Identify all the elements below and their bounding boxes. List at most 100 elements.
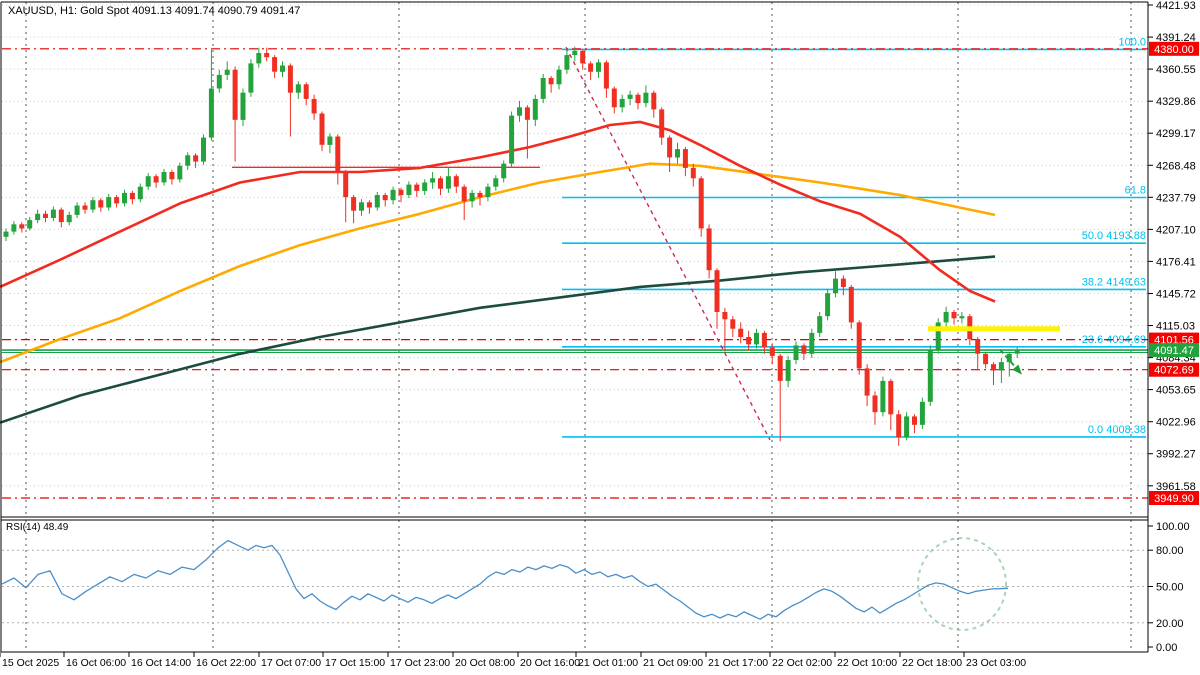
candle-body [477, 192, 483, 198]
price-tick-label: 4207.10 [1156, 224, 1196, 236]
fib-level-label: 38.2 4149.63 [1082, 276, 1146, 288]
time-tick-label: 23 Oct 03:00 [966, 657, 1026, 669]
price-badge [1149, 362, 1199, 377]
fib-level-label: 0.0 4008.38 [1088, 424, 1146, 436]
candle-body [177, 165, 183, 180]
candle-body [272, 57, 278, 72]
ma-slow-teal [0, 255, 996, 424]
candle-body [122, 192, 127, 204]
candle-body [943, 312, 949, 323]
candle-body [706, 228, 712, 271]
time-axis: 15 Oct 2025 16 Oct 06:00 16 Oct 14:00 16 Oc… [0, 652, 1026, 669]
rsi-highlight-circle[interactable] [917, 537, 1007, 631]
fib-level-label: 100.0 [1118, 36, 1146, 48]
candle-body [327, 136, 333, 145]
price-tick-label: 4115.03 [1156, 321, 1195, 333]
price-tick-label: 4391.24 [1156, 32, 1196, 44]
candle-body [90, 200, 96, 210]
candle-body [651, 92, 657, 110]
candle-body [896, 414, 902, 438]
candle-body [603, 62, 609, 89]
price-tick-label: 4268.48 [1156, 160, 1196, 172]
candle-body [1006, 353, 1012, 363]
green-price-lines[interactable] [2, 349, 1148, 353]
candle-body [904, 416, 910, 438]
fibonacci-retracement[interactable]: 100.0 61.8 50.0 4193.88 38.2 4149.63 23.6 40… [562, 36, 1146, 438]
candle-body [517, 107, 522, 116]
price-badge [1149, 491, 1199, 505]
candle-body [224, 69, 230, 75]
candle-body [185, 155, 191, 166]
candle-body [153, 176, 159, 183]
price-tick-label: 4022.96 [1156, 417, 1196, 429]
price-tick-label: 4299.17 [1156, 128, 1196, 140]
price-badge-label: 4380.00 [1154, 44, 1194, 56]
candle-body [335, 136, 341, 172]
candle-body [114, 197, 120, 204]
candle-body [761, 332, 767, 348]
candle-body [366, 202, 372, 208]
candle-body [848, 286, 854, 323]
rsi-tick-label: 50.00 [1156, 582, 1184, 594]
candle-body [880, 380, 886, 413]
candle-body [1014, 350, 1020, 354]
time-tick-label: 22 Oct 02:00 [772, 657, 832, 669]
candle-body [951, 312, 957, 319]
fib-level-label: 50.0 4193.88 [1082, 230, 1146, 242]
candle-body [975, 339, 981, 354]
candle-body [667, 137, 673, 158]
rsi-tick-label: 100.00 [1156, 521, 1190, 533]
candle-body [319, 113, 325, 145]
candle-body [280, 65, 285, 72]
price-tick-label: 3961.58 [1156, 481, 1196, 493]
candle-body [659, 109, 665, 138]
horizontal-price-lines[interactable] [2, 48, 1148, 499]
candle-body [540, 78, 546, 99]
arrow-head [1012, 364, 1022, 375]
candle-body [19, 224, 25, 229]
arrow-shaft [999, 348, 1017, 368]
candle-body [193, 155, 199, 162]
candle-body [769, 347, 775, 356]
candle-body [825, 293, 831, 317]
candle-body [833, 278, 838, 294]
candle-body [596, 62, 601, 72]
candle-body [524, 107, 530, 120]
sell-direction-arrow[interactable] [999, 348, 1022, 375]
candle-body [27, 220, 33, 229]
rsi-line [1, 539, 1009, 620]
candle-body [501, 163, 507, 179]
candle-body [129, 192, 135, 200]
candle-body [3, 231, 9, 237]
candle-body [983, 353, 989, 365]
candle-body [169, 172, 175, 180]
candle-body [374, 195, 380, 208]
candle-body [722, 312, 728, 320]
candle-body [240, 92, 246, 120]
candle-body [682, 149, 688, 168]
candle-body [453, 176, 459, 187]
time-tick-label: 17 Oct 07:00 [261, 657, 321, 669]
candle-body [351, 197, 357, 211]
candle-body [509, 115, 515, 164]
price-tick-label: 4176.41 [1156, 256, 1196, 268]
time-tick-label: 15 Oct 2025 [2, 657, 59, 669]
candle-body [248, 63, 254, 93]
ma-mid-orange [0, 162, 996, 364]
price-tick-label: 4421.93 [1156, 0, 1196, 12]
candle-body [714, 270, 720, 312]
time-tick-label: 21 Oct 01:00 [578, 657, 638, 669]
pane-borders [0, 1, 1149, 653]
price-tick-label: 4237.79 [1156, 192, 1196, 204]
candle-body [256, 53, 262, 64]
candle-body [74, 205, 80, 215]
candle-body [935, 322, 941, 350]
descending-trendline[interactable] [565, 46, 771, 441]
candle-body [295, 84, 301, 93]
candle-body [809, 332, 815, 354]
candle-body [912, 416, 917, 425]
candle-body [145, 176, 151, 187]
time-tick-label: 16 Oct 22:00 [196, 657, 256, 669]
candlestick-series [3, 46, 1020, 446]
